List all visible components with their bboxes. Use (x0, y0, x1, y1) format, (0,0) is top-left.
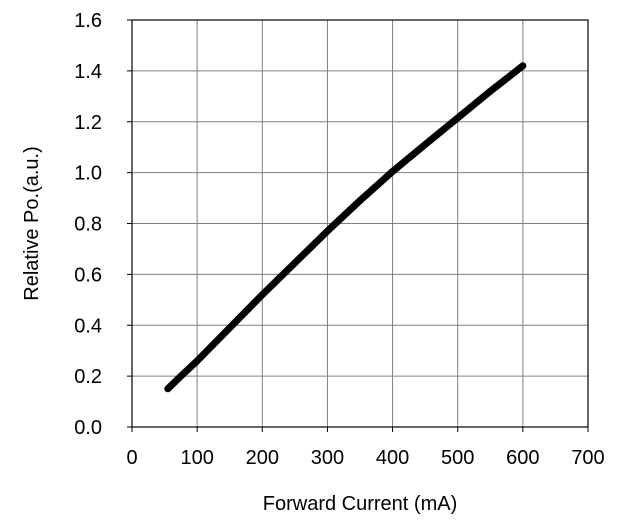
y-tick-label: 0.4 (74, 315, 102, 337)
x-tick-label: 600 (506, 447, 539, 469)
x-tick-label: 0 (126, 447, 137, 469)
y-tick-label: 1.6 (74, 10, 102, 32)
x-tick-label: 500 (441, 447, 474, 469)
y-axis-ticks: 0.0 0.2 0.4 0.6 0.8 1.0 1.2 1.4 1.6 (74, 10, 132, 439)
x-tick-label: 200 (246, 447, 279, 469)
x-axis-ticks: 0 100 200 300 400 500 600 700 (126, 427, 605, 469)
y-tick-label: 1.2 (74, 112, 102, 134)
series-line (164, 62, 527, 393)
x-tick-label: 100 (180, 447, 213, 469)
series-layer (164, 62, 527, 393)
y-tick-label: 0.6 (74, 264, 102, 286)
x-tick-label: 300 (311, 447, 344, 469)
x-axis-title: Forward Current (mA) (263, 493, 457, 515)
y-tick-label: 0.8 (74, 214, 102, 236)
y-tick-label: 1.4 (74, 61, 102, 83)
y-tick-label: 0.2 (74, 366, 102, 388)
y-tick-label: 1.0 (74, 163, 102, 185)
x-tick-label: 400 (376, 447, 409, 469)
x-tick-label: 700 (571, 447, 604, 469)
y-tick-label: 0.0 (74, 417, 102, 439)
y-axis-title: Relative Po.(a.u.) (21, 146, 43, 301)
grid (132, 20, 588, 427)
